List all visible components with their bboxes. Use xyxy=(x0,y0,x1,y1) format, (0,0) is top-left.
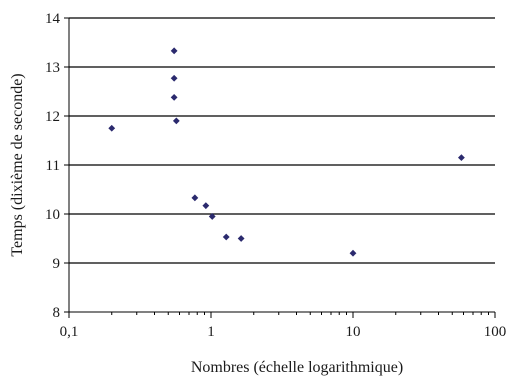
data-point xyxy=(172,117,180,125)
x-axis-title: Nombres (échelle logarithmique) xyxy=(191,359,403,376)
y-tick-labels: 8 9 10 11 12 13 14 xyxy=(45,11,61,321)
x-tick-labels: 0,1 1 10 100 xyxy=(60,324,507,340)
y-axis-title: Temps (dixième de seconde) xyxy=(9,73,26,256)
data-point xyxy=(349,249,357,257)
data-point xyxy=(191,194,199,202)
data-point xyxy=(458,154,465,162)
y-tick-label: 13 xyxy=(45,60,60,76)
y-tick-label: 10 xyxy=(45,207,60,223)
x-tick-label: 1 xyxy=(207,324,215,340)
y-tick-label: 9 xyxy=(53,256,61,272)
y-tick-label: 12 xyxy=(45,109,60,125)
y-tick-label: 11 xyxy=(46,158,60,174)
x-tick-label: 0,1 xyxy=(60,324,79,340)
data-point xyxy=(222,233,230,241)
data-point xyxy=(170,93,178,101)
y-tick-label: 8 xyxy=(53,305,61,321)
axes xyxy=(64,17,496,318)
data-point xyxy=(108,124,116,132)
x-tick-label: 100 xyxy=(484,324,507,340)
x-tick-label: 10 xyxy=(346,324,361,340)
gridlines xyxy=(69,17,495,264)
data-point xyxy=(170,74,178,82)
data-point xyxy=(208,213,216,220)
y-tick-label: 14 xyxy=(45,11,61,27)
data-point xyxy=(237,235,245,242)
data-point xyxy=(170,47,178,55)
data-point xyxy=(202,202,210,210)
data-points xyxy=(108,47,465,257)
